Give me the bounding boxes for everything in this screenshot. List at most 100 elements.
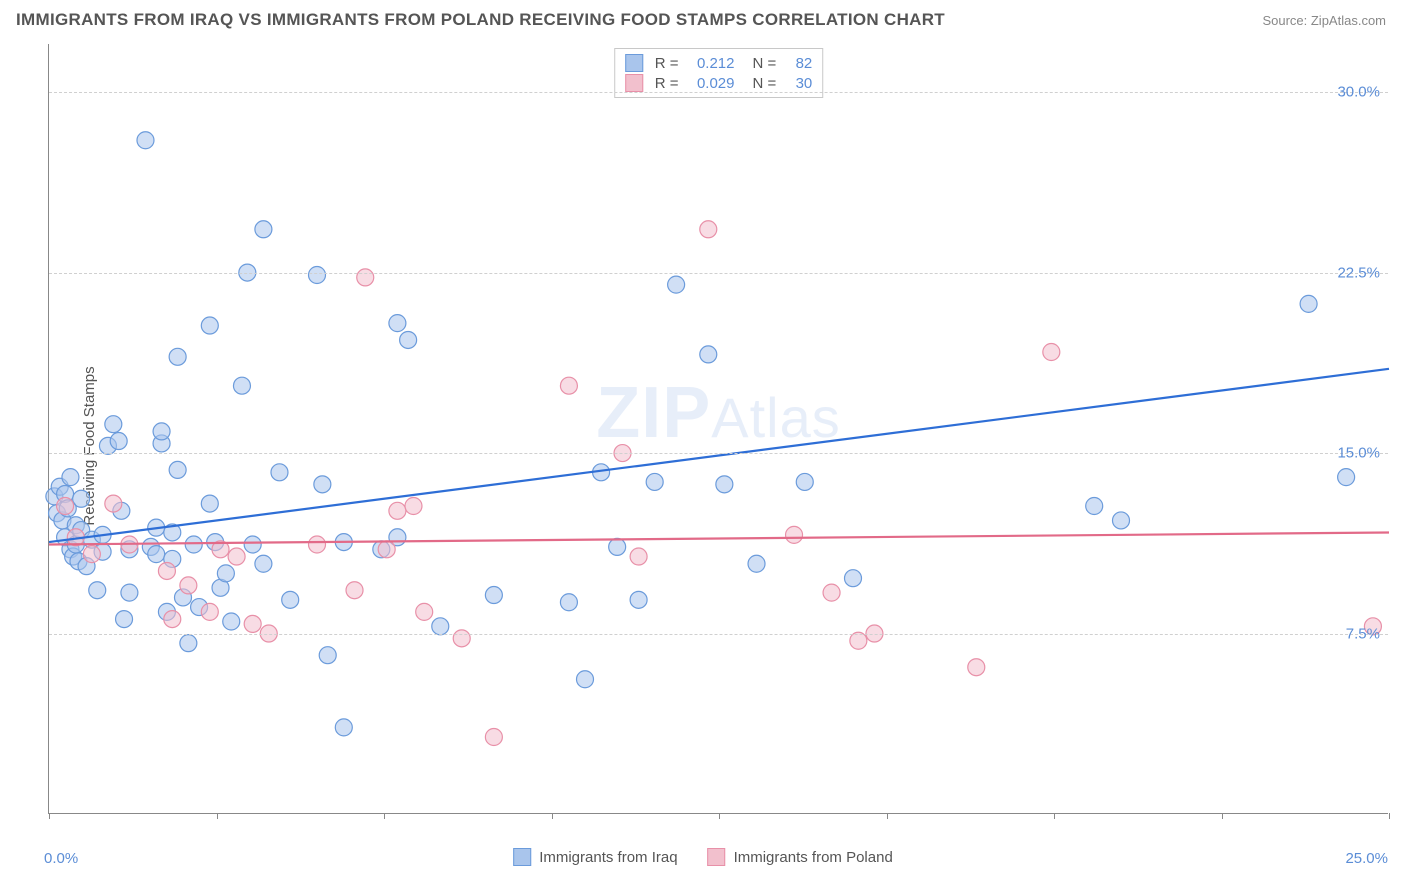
data-point — [169, 461, 186, 478]
data-point — [244, 536, 261, 553]
data-point — [116, 611, 133, 628]
data-point — [319, 647, 336, 664]
gridline-h — [49, 634, 1388, 635]
legend-item-poland: Immigrants from Poland — [708, 848, 893, 866]
data-point — [485, 729, 502, 746]
data-point — [1113, 512, 1130, 529]
data-point — [748, 555, 765, 572]
data-point — [223, 613, 240, 630]
data-point — [378, 541, 395, 558]
data-point — [73, 490, 90, 507]
data-point — [630, 591, 647, 608]
data-point — [201, 317, 218, 334]
data-point — [646, 473, 663, 490]
data-point — [153, 423, 170, 440]
scatter-svg — [49, 44, 1388, 813]
data-point — [180, 577, 197, 594]
data-point — [164, 611, 181, 628]
data-point — [282, 591, 299, 608]
data-point — [432, 618, 449, 635]
data-point — [1300, 295, 1317, 312]
x-tick-mark — [552, 813, 553, 819]
source-attribution: Source: ZipAtlas.com — [1262, 13, 1386, 28]
data-point — [233, 377, 250, 394]
x-tick-max: 25.0% — [1345, 850, 1388, 867]
x-tick-mark — [1054, 813, 1055, 819]
swatch-poland-icon — [708, 848, 726, 866]
legend-label-iraq: Immigrants from Iraq — [539, 849, 677, 866]
legend-item-iraq: Immigrants from Iraq — [513, 848, 677, 866]
chart-header: IMMIGRANTS FROM IRAQ VS IMMIGRANTS FROM … — [0, 0, 1406, 36]
x-tick-mark — [217, 813, 218, 819]
data-point — [83, 546, 100, 563]
x-tick-min: 0.0% — [44, 850, 78, 867]
data-point — [485, 587, 502, 604]
data-point — [850, 632, 867, 649]
data-point — [105, 495, 122, 512]
data-point — [453, 630, 470, 647]
chart-plot-area: ZIPAtlas R = 0.212 N = 82 R = 0.029 N = … — [48, 44, 1388, 814]
data-point — [389, 502, 406, 519]
gridline-h — [49, 92, 1388, 93]
x-tick-mark — [1389, 813, 1390, 819]
data-point — [57, 498, 74, 515]
data-point — [89, 582, 106, 599]
data-point — [560, 594, 577, 611]
data-point — [1338, 469, 1355, 486]
data-point — [1086, 498, 1103, 515]
data-point — [62, 469, 79, 486]
y-tick-label: 15.0% — [1337, 445, 1380, 462]
data-point — [309, 267, 326, 284]
data-point — [346, 582, 363, 599]
data-point — [630, 548, 647, 565]
legend-label-poland: Immigrants from Poland — [734, 849, 893, 866]
data-point — [228, 548, 245, 565]
data-point — [217, 565, 234, 582]
data-point — [389, 315, 406, 332]
data-point — [169, 348, 186, 365]
data-point — [1043, 344, 1060, 361]
trend-line — [49, 369, 1389, 542]
data-point — [148, 546, 165, 563]
data-point — [700, 221, 717, 238]
data-point — [180, 635, 197, 652]
swatch-iraq-icon — [513, 848, 531, 866]
data-point — [105, 416, 122, 433]
x-tick-mark — [49, 813, 50, 819]
x-tick-mark — [719, 813, 720, 819]
data-point — [244, 615, 261, 632]
data-point — [577, 671, 594, 688]
data-point — [416, 603, 433, 620]
data-point — [700, 346, 717, 363]
data-point — [121, 584, 138, 601]
gridline-h — [49, 273, 1388, 274]
data-point — [400, 331, 417, 348]
data-point — [786, 526, 803, 543]
gridline-h — [49, 453, 1388, 454]
data-point — [335, 719, 352, 736]
data-point — [255, 221, 272, 238]
data-point — [255, 555, 272, 572]
data-point — [968, 659, 985, 676]
data-point — [668, 276, 685, 293]
data-point — [271, 464, 288, 481]
data-point — [185, 536, 202, 553]
data-point — [716, 476, 733, 493]
y-tick-label: 7.5% — [1346, 625, 1380, 642]
data-point — [823, 584, 840, 601]
data-point — [314, 476, 331, 493]
data-point — [137, 132, 154, 149]
data-point — [796, 473, 813, 490]
x-tick-mark — [384, 813, 385, 819]
series-legend: Immigrants from Iraq Immigrants from Pol… — [513, 848, 893, 866]
data-point — [560, 377, 577, 394]
data-point — [609, 538, 626, 555]
data-point — [405, 498, 422, 515]
x-tick-mark — [1222, 813, 1223, 819]
y-tick-label: 22.5% — [1337, 264, 1380, 281]
data-point — [201, 603, 218, 620]
data-point — [309, 536, 326, 553]
data-point — [201, 495, 218, 512]
data-point — [110, 433, 127, 450]
chart-title: IMMIGRANTS FROM IRAQ VS IMMIGRANTS FROM … — [16, 10, 945, 30]
